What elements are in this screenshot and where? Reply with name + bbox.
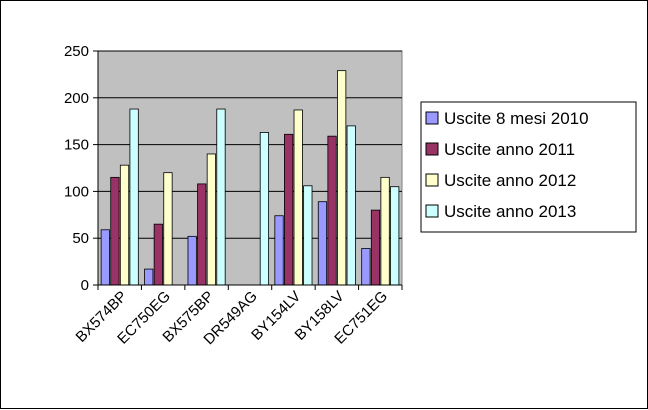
legend-label: Uscite anno 2013 xyxy=(444,202,576,221)
y-tick-label: 100 xyxy=(64,183,89,200)
bar xyxy=(187,235,197,286)
x-axis: BX574BPEC750EGBX575BPDR549AGBY154LVBY158… xyxy=(73,284,403,348)
legend-label: Uscite anno 2012 xyxy=(444,171,576,190)
bar xyxy=(346,125,356,286)
bar xyxy=(119,164,130,286)
y-tick-label: 200 xyxy=(64,90,89,107)
bar xyxy=(274,215,284,286)
plot-area xyxy=(97,50,403,286)
bar xyxy=(153,223,163,286)
bar xyxy=(337,70,347,286)
bar xyxy=(197,183,207,286)
legend-label: Uscite 8 mesi 2010 xyxy=(444,109,589,128)
legend: Uscite 8 mesi 2010 Uscite anno 2011 Uscite… xyxy=(420,101,637,233)
legend-swatch xyxy=(425,204,439,218)
bars xyxy=(100,70,400,286)
bar xyxy=(380,176,390,286)
bar xyxy=(390,186,400,286)
bar xyxy=(100,229,110,286)
legend-box xyxy=(420,101,637,233)
legend-swatch xyxy=(425,142,439,156)
bar xyxy=(317,201,328,286)
y-axis: 0 50 100 150 200 250 xyxy=(64,43,99,294)
y-tick-label: 250 xyxy=(64,43,89,60)
legend-swatch xyxy=(425,173,439,187)
legend-swatch xyxy=(425,111,439,125)
bar xyxy=(129,108,139,286)
bar xyxy=(110,176,120,286)
bar xyxy=(361,248,371,286)
y-tick-label: 0 xyxy=(81,277,89,294)
bar xyxy=(293,109,303,286)
bar xyxy=(206,153,216,286)
bar xyxy=(327,135,337,286)
bar xyxy=(259,132,270,286)
y-tick-label: 150 xyxy=(64,137,89,154)
bar xyxy=(284,133,294,286)
bar xyxy=(370,209,381,286)
y-tick-label: 50 xyxy=(72,230,89,247)
bar xyxy=(216,108,226,286)
bar xyxy=(144,268,154,286)
legend-label: Uscite anno 2011 xyxy=(444,140,575,159)
bar xyxy=(303,185,313,286)
bar xyxy=(163,172,173,286)
